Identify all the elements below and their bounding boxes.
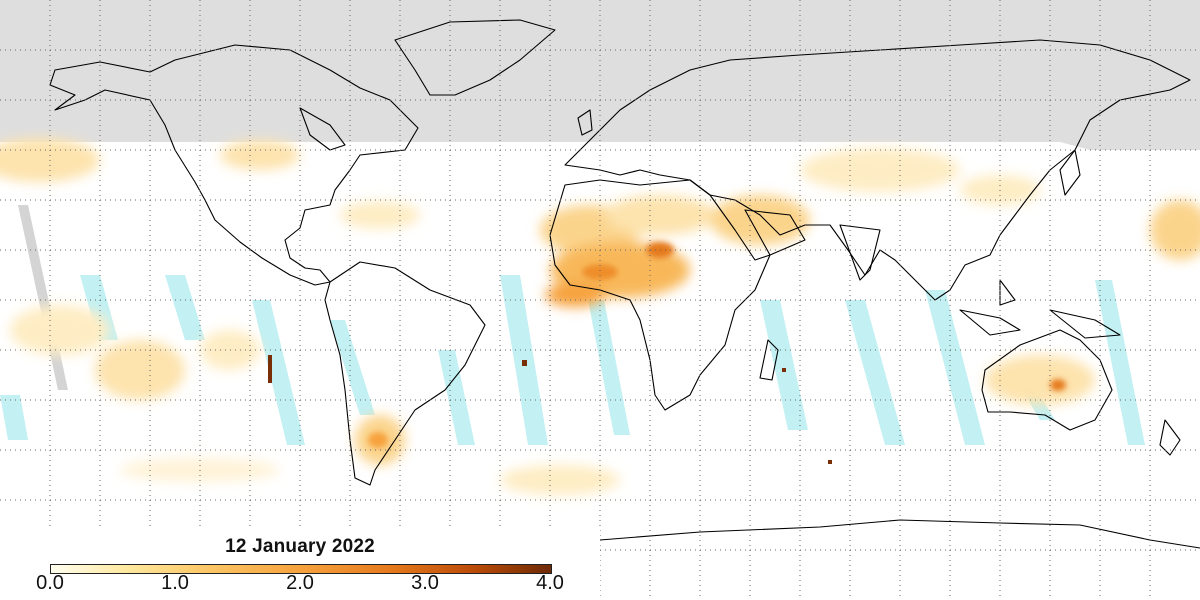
colorbar-tick: 0.0 (36, 572, 64, 594)
colorbar-tick: 2.0 (286, 572, 314, 594)
swath-gaps (0, 275, 1145, 445)
colorbar-tick: 1.0 (161, 572, 189, 594)
colorbar (50, 564, 552, 574)
high-value-dots (268, 355, 832, 464)
date-label: 12 January 2022 (225, 536, 375, 557)
no-data-streak (18, 205, 68, 390)
colorbar-tick: 4.0 (536, 572, 564, 594)
colorbar-tick: 3.0 (411, 572, 439, 594)
